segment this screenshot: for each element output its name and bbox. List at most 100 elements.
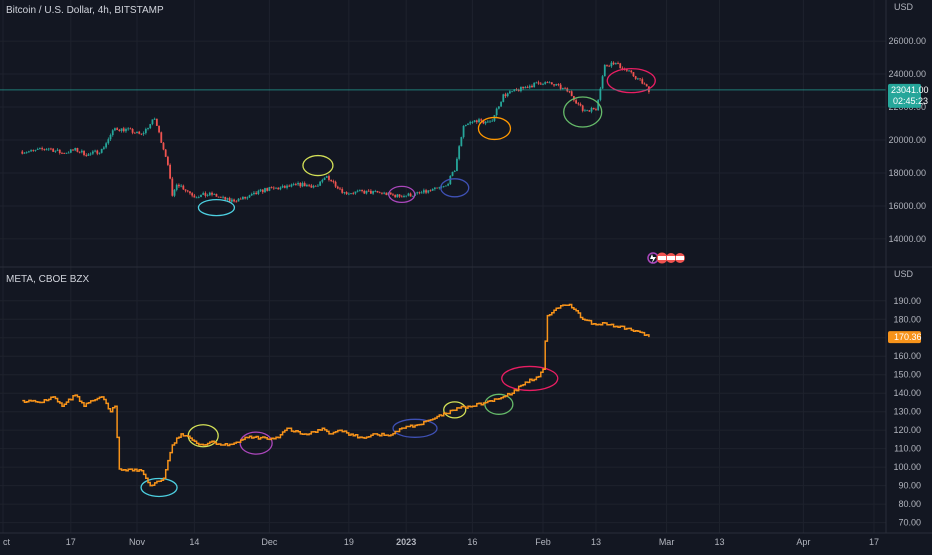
annotation-ellipse[interactable]: [477, 116, 512, 141]
btc-candle: [645, 84, 648, 87]
btc-candle: [160, 132, 163, 143]
btc-candle: [531, 85, 533, 88]
btc-candle: [281, 186, 284, 188]
btc-candle: [628, 70, 630, 72]
time-axis[interactable]: ct 17 Nov 14 Dec 19 2023 16 Feb 13 Mar 13 Apr 17: [3, 537, 879, 547]
btc-candle: [200, 194, 202, 198]
btc-candle: [617, 63, 619, 64]
btc-candle: [189, 191, 191, 194]
btc-candle: [197, 197, 200, 198]
btc-candle: [363, 191, 366, 194]
btc-candle: [469, 122, 472, 124]
btc-candle: [621, 68, 624, 70]
annotation-ellipse[interactable]: [140, 477, 178, 498]
time-axis-label: 2023: [396, 537, 416, 547]
btc-candle: [546, 82, 549, 83]
annotation-ellipse[interactable]: [440, 178, 470, 198]
meta-price-label: 130.00: [893, 407, 921, 417]
meta-price-label: 190.00: [893, 296, 921, 306]
meta-annotations: [140, 365, 559, 498]
meta-price-label: 160.00: [893, 351, 921, 361]
btc-candle: [191, 193, 194, 196]
btc-candle: [114, 128, 116, 131]
btc-candle: [475, 120, 478, 123]
annotation-ellipse[interactable]: [197, 198, 236, 217]
btc-candle: [641, 79, 644, 84]
annotation-ellipse[interactable]: [302, 154, 334, 177]
btc-candle: [275, 187, 277, 189]
btc-candle: [608, 65, 611, 67]
btc-annotations: [197, 67, 656, 217]
annotation-ellipse[interactable]: [606, 67, 656, 94]
btc-candle: [632, 72, 635, 77]
annotation-ellipse[interactable]: [388, 185, 416, 204]
btc-candle: [138, 131, 141, 134]
annotation-ellipse[interactable]: [443, 401, 467, 419]
annotation-ellipse[interactable]: [501, 365, 559, 392]
btc-price-label: 26000.00: [888, 36, 926, 46]
btc-candle: [250, 194, 253, 196]
btc-candle: [603, 64, 606, 77]
btc-candle: [339, 188, 341, 190]
btc-candle: [206, 195, 209, 196]
btc-candle: [155, 118, 158, 126]
annotation-ellipse[interactable]: [563, 96, 603, 128]
btc-candle: [310, 185, 313, 188]
btc-candle: [127, 128, 130, 130]
btc-candle: [471, 122, 474, 123]
events-icons[interactable]: [647, 252, 685, 264]
btc-candle: [341, 189, 344, 193]
btc-candle: [548, 82, 551, 84]
btc-candle: [416, 192, 419, 194]
btc-candle: [528, 85, 531, 88]
btc-candle: [354, 191, 357, 194]
btc-price-label: 14000.00: [888, 234, 926, 244]
meta-price-label: 140.00: [893, 388, 921, 398]
annotation-ellipse[interactable]: [239, 431, 273, 455]
time-axis-label: 16: [467, 537, 477, 547]
btc-candle: [396, 194, 399, 198]
time-axis-label: 17: [869, 537, 879, 547]
us-flag-icon-2: [667, 256, 675, 260]
btc-candle: [224, 196, 227, 200]
btc-candle: [606, 64, 608, 66]
btc-candle: [597, 99, 600, 111]
btc-candle: [217, 196, 220, 198]
btc-candle: [422, 190, 425, 193]
btc-candle: [392, 194, 394, 196]
btc-candle: [27, 151, 30, 153]
btc-candle: [557, 84, 560, 85]
btc-candle: [407, 193, 410, 196]
btc-candle: [526, 87, 529, 88]
btc-candle: [226, 198, 229, 200]
btc-candle: [592, 107, 595, 110]
btc-candle: [136, 131, 138, 134]
btc-candle: [219, 196, 222, 198]
btc-candle: [230, 199, 233, 202]
btc-candle: [383, 192, 386, 194]
btc-candle: [158, 125, 160, 133]
btc-candle: [358, 190, 361, 191]
btc-candle: [43, 149, 46, 150]
btc-candle: [314, 185, 317, 187]
btc-candle: [312, 185, 315, 188]
btc-candle: [535, 82, 538, 84]
btc-candle: [599, 88, 602, 100]
btc-candle: [109, 135, 112, 140]
time-axis-label: 17: [66, 537, 76, 547]
btc-candle: [87, 154, 90, 156]
btc-candle: [533, 82, 536, 88]
btc-candle: [107, 139, 110, 144]
btc-candle: [248, 195, 251, 198]
annotation-ellipse[interactable]: [484, 393, 514, 415]
btc-candle: [550, 82, 553, 85]
btc-candle: [398, 194, 401, 197]
btc-candle: [208, 192, 211, 196]
btc-candle: [429, 190, 432, 192]
time-axis-label: Feb: [535, 537, 551, 547]
annotation-ellipse[interactable]: [392, 418, 438, 438]
btc-candle: [612, 62, 615, 65]
btc-candle: [299, 183, 302, 187]
